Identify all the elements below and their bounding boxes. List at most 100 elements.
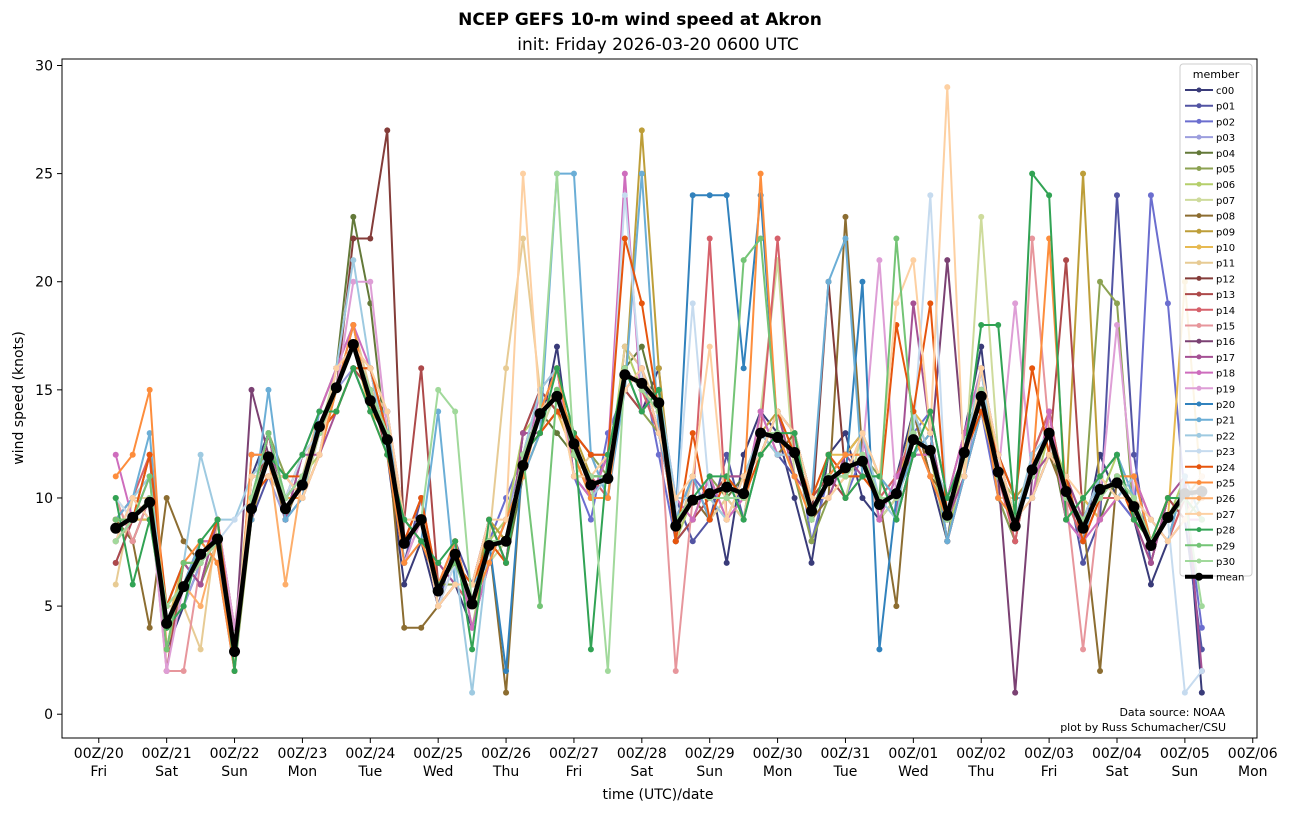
data-point-p29 [893,235,900,242]
x-tick-day-label: Fri [90,764,107,780]
data-point-p27 [129,494,136,501]
data-point-mean [653,397,665,409]
legend-marker-p15 [1196,323,1202,328]
data-point-mean [212,533,224,545]
data-point-p27 [503,516,510,523]
data-point-p28 [995,321,1002,328]
data-point-mean [602,473,614,485]
series-p28 [112,170,1205,674]
legend-marker-p26 [1196,495,1202,501]
legend-marker-p27 [1196,511,1202,517]
data-point-p20 [706,192,713,199]
data-point-p28 [469,646,476,653]
data-point-p21 [435,408,442,415]
data-point-mean [262,451,274,463]
data-point-p20 [689,192,696,199]
data-point-p29 [180,559,187,566]
legend-marker-p12 [1196,275,1202,281]
data-point-mean [738,488,750,500]
data-point-c00 [859,494,866,501]
legend-marker-c00 [1196,87,1202,93]
data-point-p28 [859,473,866,480]
legend-label: p20 [1216,400,1235,411]
legend-marker-p17 [1196,354,1202,360]
data-point-p25 [129,451,136,458]
data-point-mean [144,496,156,508]
data-point-p28 [214,516,221,523]
data-point-mean [958,447,970,459]
data-point-p18 [1097,516,1104,523]
legend-marker-p04 [1196,150,1202,156]
data-point-p14 [1012,538,1019,545]
data-point-p22 [197,451,204,458]
legend-label: p19 [1216,384,1235,395]
data-point-p09 [638,127,645,134]
x-tick-label: 00Z/03 [1024,746,1074,762]
legend-label: mean [1216,573,1244,584]
data-point-p15 [672,667,679,674]
x-tick-day-label: Sat [630,764,653,780]
data-point-mean [466,598,478,610]
data-point-p04 [350,213,357,220]
data-point-p28 [944,494,951,501]
data-point-mean [619,369,631,381]
data-point-mean [687,494,699,506]
legend-label: p07 [1216,196,1235,207]
data-point-mean [1145,540,1157,552]
data-point-mean [330,382,342,394]
data-point-mean [347,338,359,350]
data-point-p21 [944,538,951,545]
data-point-p15 [1080,646,1087,653]
legend-marker-p01 [1196,103,1202,109]
data-point-p12 [384,127,391,134]
data-point-p27 [859,430,866,437]
data-point-mean [924,444,936,456]
data-point-p21 [282,516,289,523]
data-point-p25 [350,321,357,328]
data-point-mean [313,421,325,433]
data-point-mean [229,646,241,658]
data-point-p22 [350,257,357,264]
x-tick-label: 00Z/23 [277,746,327,762]
legend-marker-p28 [1196,527,1202,533]
legend-marker-p18 [1196,370,1202,376]
data-point-p30 [112,538,119,545]
data-point-p05 [1113,300,1120,307]
x-tick-label: 00Z/25 [413,746,463,762]
data-point-mean [161,617,173,629]
data-point-p30 [808,516,815,523]
data-point-p30 [1130,494,1137,501]
legend-label: p27 [1216,510,1235,521]
data-point-p21 [638,170,645,177]
chart-title: NCEP GEFS 10-m wind speed at Akron [458,10,822,30]
data-point-mean [1043,427,1055,439]
data-point-p27 [927,430,934,437]
data-point-mean [534,408,546,420]
legend-label: p08 [1216,212,1235,223]
data-point-p18 [689,516,696,523]
data-point-p27 [452,581,459,588]
data-point-p11 [112,581,119,588]
legend-marker-p13 [1196,291,1202,297]
x-tick-day-label: Tue [833,764,858,780]
data-point-p27 [299,494,306,501]
legend-marker-p08 [1196,213,1202,219]
data-point-c00 [808,559,815,566]
data-point-p01 [1113,192,1120,199]
x-tick-label: 00Z/06 [1228,746,1278,762]
data-point-p17 [1147,559,1154,566]
data-point-mean [551,390,563,402]
data-point-p28 [706,473,713,480]
data-point-p24 [418,494,425,501]
data-point-p08 [842,213,849,220]
legend-label: p24 [1216,463,1235,474]
data-point-p08 [418,624,425,631]
data-point-p28 [638,408,645,415]
data-point-p28 [1097,473,1104,480]
data-point-p30 [842,473,849,480]
y-tick-label: 20 [35,275,53,291]
legend-label: p21 [1216,416,1235,427]
data-point-mean [178,581,190,593]
data-point-mean [839,462,851,474]
